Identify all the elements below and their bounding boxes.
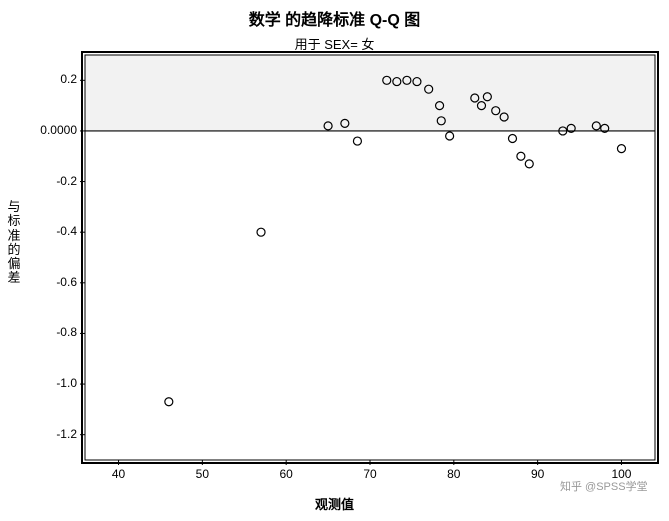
- y-axis-label: 与标准的偏差: [6, 200, 22, 286]
- x-tick: 60: [274, 467, 298, 481]
- qq-plot: [0, 0, 669, 521]
- y-tick: -1.0: [56, 376, 77, 390]
- y-tick: -0.4: [56, 224, 77, 238]
- x-tick: 40: [107, 467, 131, 481]
- y-tick: -0.6: [56, 275, 77, 289]
- x-tick: 80: [442, 467, 466, 481]
- x-axis-label: 观测值: [0, 494, 669, 513]
- x-tick: 70: [358, 467, 382, 481]
- y-tick: 0.0000: [40, 123, 77, 137]
- chart-container: 数学 的趋降标准 Q-Q 图 用于 SEX= 女 与标准的偏差 观测值 40 50…: [0, 0, 669, 521]
- x-tick: 50: [190, 467, 214, 481]
- chart-subtitle: 用于 SEX= 女: [0, 34, 669, 53]
- watermark: 知乎 @SPSS学堂: [560, 478, 648, 494]
- x-tick: 90: [526, 467, 550, 481]
- y-tick: 0.2: [60, 72, 77, 86]
- y-tick: -1.2: [56, 427, 77, 441]
- chart-title: 数学 的趋降标准 Q-Q 图: [0, 6, 669, 30]
- y-tick: -0.2: [56, 174, 77, 188]
- y-tick: -0.8: [56, 325, 77, 339]
